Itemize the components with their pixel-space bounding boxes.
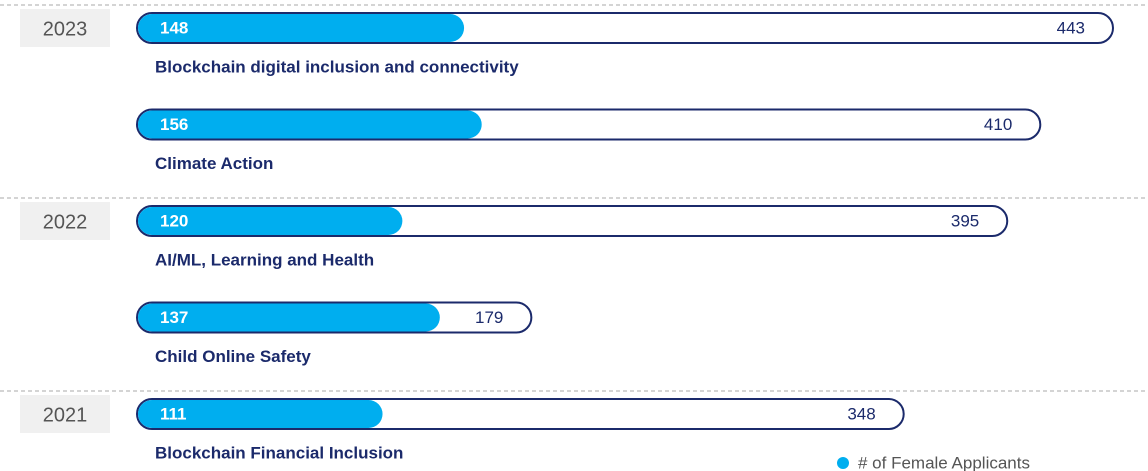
female-value-label: 111 <box>160 404 187 423</box>
legend-label: # of Female Applicants <box>858 453 1030 471</box>
year-label: 2022 <box>43 211 88 233</box>
category-label: AI/ML, Learning and Health <box>155 250 374 269</box>
category-label: Child Online Safety <box>155 347 311 366</box>
female-bar <box>138 303 440 332</box>
total-value-label: 395 <box>951 211 979 230</box>
legend-marker <box>837 457 849 469</box>
category-label: Blockchain Financial Inclusion <box>155 443 403 462</box>
year-box <box>20 9 110 47</box>
total-value-label: 443 <box>1057 18 1085 37</box>
total-value-label: 179 <box>475 308 503 327</box>
female-bar <box>138 207 403 235</box>
female-value-label: 148 <box>160 18 188 37</box>
female-bar <box>138 14 465 42</box>
total-value-label: 410 <box>984 115 1012 134</box>
female-bar <box>138 110 482 139</box>
category-label: Climate Action <box>155 154 273 173</box>
year-label: 2021 <box>43 404 88 426</box>
year-box <box>20 202 110 240</box>
year-box <box>20 395 110 433</box>
female-value-label: 137 <box>160 308 188 327</box>
female-bar <box>138 400 383 428</box>
year-label: 2023 <box>43 18 88 40</box>
category-label: Blockchain digital inclusion and connect… <box>155 57 519 76</box>
female-value-label: 156 <box>160 115 188 134</box>
total-value-label: 348 <box>847 404 875 423</box>
female-value-label: 120 <box>160 211 188 230</box>
